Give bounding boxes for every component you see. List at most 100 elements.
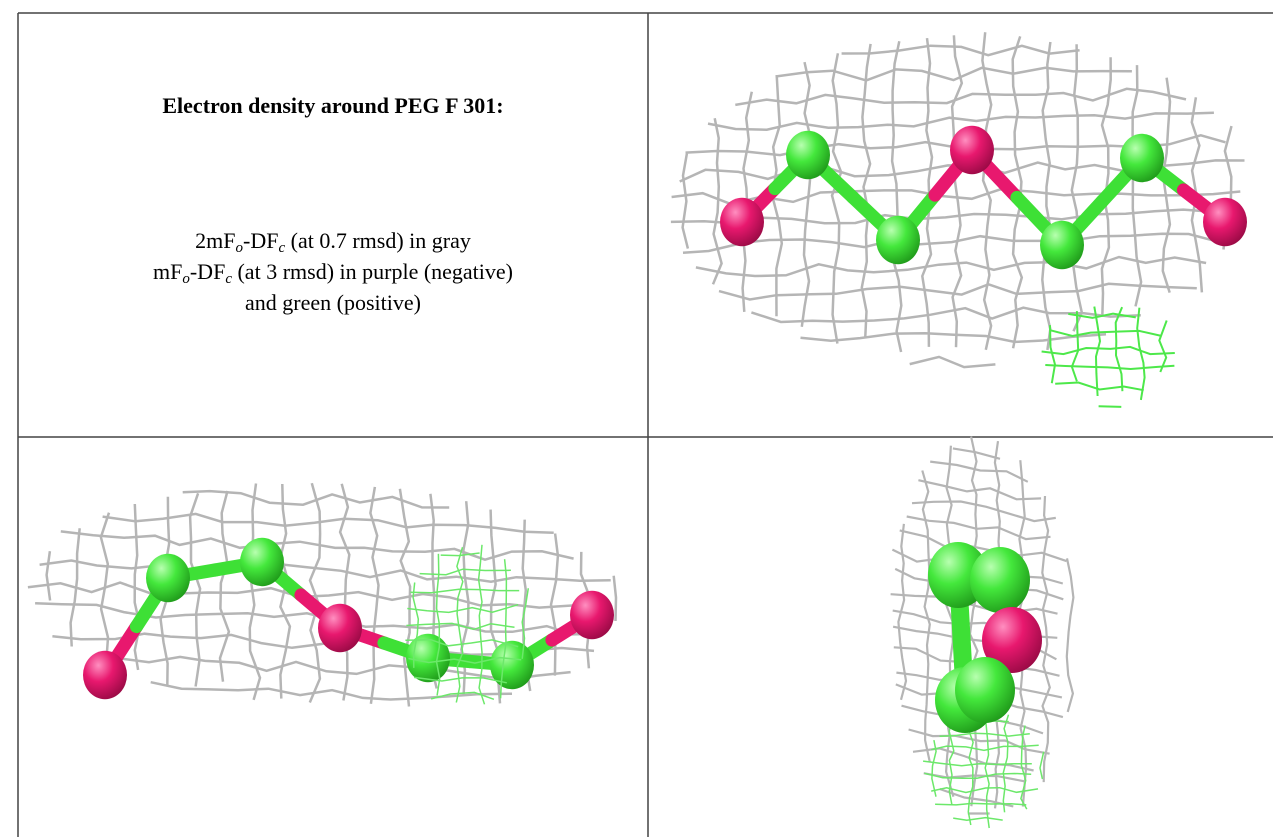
mesh-line [682, 232, 1221, 255]
mesh-line [911, 500, 1056, 523]
mesh-line [430, 691, 495, 701]
text-run: (at 3 rmsd) in purple (negative) [231, 259, 513, 284]
mesh-line [695, 255, 1207, 278]
mesh-line [455, 546, 464, 703]
caption-title: Electron density around PEG F 301: [162, 93, 504, 118]
atom [406, 633, 450, 683]
mesh-line [60, 530, 574, 562]
mesh-line [670, 208, 1244, 225]
mesh-line [407, 603, 519, 614]
atom [146, 553, 190, 603]
mesh-line [939, 732, 1030, 738]
mesh-line [923, 760, 1032, 767]
mesh-line [918, 479, 1042, 501]
text-run: and green (positive) [245, 290, 421, 315]
atom [720, 197, 764, 247]
mesh-line [890, 593, 1058, 615]
mesh-line [412, 582, 420, 668]
caption-lines: 2mFo-DFc (at 0.7 rmsd) in gray mFo-DFc (… [18, 225, 648, 318]
atom [1040, 220, 1084, 270]
mesh-line [1039, 751, 1045, 780]
mesh-line [69, 528, 81, 647]
atom [83, 650, 127, 700]
atom [570, 590, 614, 640]
mesh-line [800, 61, 813, 327]
mesh-line [1070, 44, 1084, 332]
mesh-line [408, 656, 522, 664]
atom [318, 603, 362, 653]
mesh-line [521, 588, 530, 659]
mesh-line [1070, 311, 1080, 382]
subscript: c [278, 240, 286, 256]
mesh-line [981, 32, 993, 351]
mesh-line [906, 515, 1051, 541]
mesh-line [39, 559, 611, 583]
mesh-line [775, 66, 1132, 82]
mesh-line [909, 355, 996, 369]
mesh-line [899, 529, 1067, 563]
mesh-line [102, 512, 554, 534]
mesh-line [182, 489, 450, 509]
mesh-line [968, 436, 980, 807]
atom [240, 537, 284, 587]
mesh-line [218, 490, 231, 682]
mesh-line [952, 447, 1001, 460]
mesh-line [984, 708, 990, 829]
mesh-line [477, 544, 486, 705]
mesh-line [419, 568, 511, 576]
mesh-line [440, 552, 480, 557]
mesh-line [405, 638, 519, 648]
mesh-line [398, 488, 412, 707]
mesh-line [88, 655, 571, 682]
mesh-line [751, 306, 1141, 324]
mesh-line [800, 332, 1107, 344]
mesh-line [1049, 325, 1057, 384]
atom [982, 607, 1042, 673]
mesh-line [410, 588, 520, 594]
mesh-line [707, 111, 1214, 131]
mesh-line [924, 772, 1032, 780]
mesh-line [830, 53, 843, 344]
mesh-line [1002, 714, 1010, 813]
mesh-line [45, 551, 52, 601]
mesh-line [711, 118, 723, 285]
subscript: o [235, 240, 244, 256]
mesh-line [935, 802, 1027, 806]
mesh-line [1055, 381, 1144, 392]
mesh-line [931, 744, 1039, 752]
mesh-line [1158, 320, 1168, 373]
mesh-line [950, 35, 964, 348]
mesh-line [1093, 306, 1102, 397]
mesh-line [1065, 558, 1075, 713]
mesh-line [1020, 725, 1028, 810]
mesh-line [931, 739, 937, 797]
atom [490, 640, 534, 690]
text-run: -DF [243, 228, 279, 253]
mesh-line [414, 676, 507, 684]
mesh-line [953, 816, 1003, 822]
atom [955, 657, 1015, 723]
mesh-line [99, 512, 111, 657]
mesh-line [718, 282, 1197, 301]
mesh-line [1131, 65, 1143, 307]
density-images [27, 32, 1247, 829]
atom [1203, 197, 1247, 247]
mesh-line [188, 492, 202, 687]
atom [786, 130, 830, 180]
mesh-line [735, 87, 1187, 107]
mesh-line [930, 460, 1029, 483]
atom [1120, 133, 1164, 183]
text-run: 2mF [195, 228, 236, 253]
mesh-line [612, 575, 618, 622]
subscript: c [225, 271, 232, 287]
atom [876, 215, 920, 265]
mesh-line [908, 728, 1050, 755]
mesh-line [890, 41, 903, 353]
mesh-line [27, 581, 603, 609]
caption-line: 2mFo-DFc (at 0.7 rmsd) in gray [18, 225, 648, 256]
table-borders [17, 12, 1273, 837]
mesh-line [681, 153, 690, 249]
mesh-line [406, 622, 515, 631]
mesh-line [499, 559, 508, 699]
